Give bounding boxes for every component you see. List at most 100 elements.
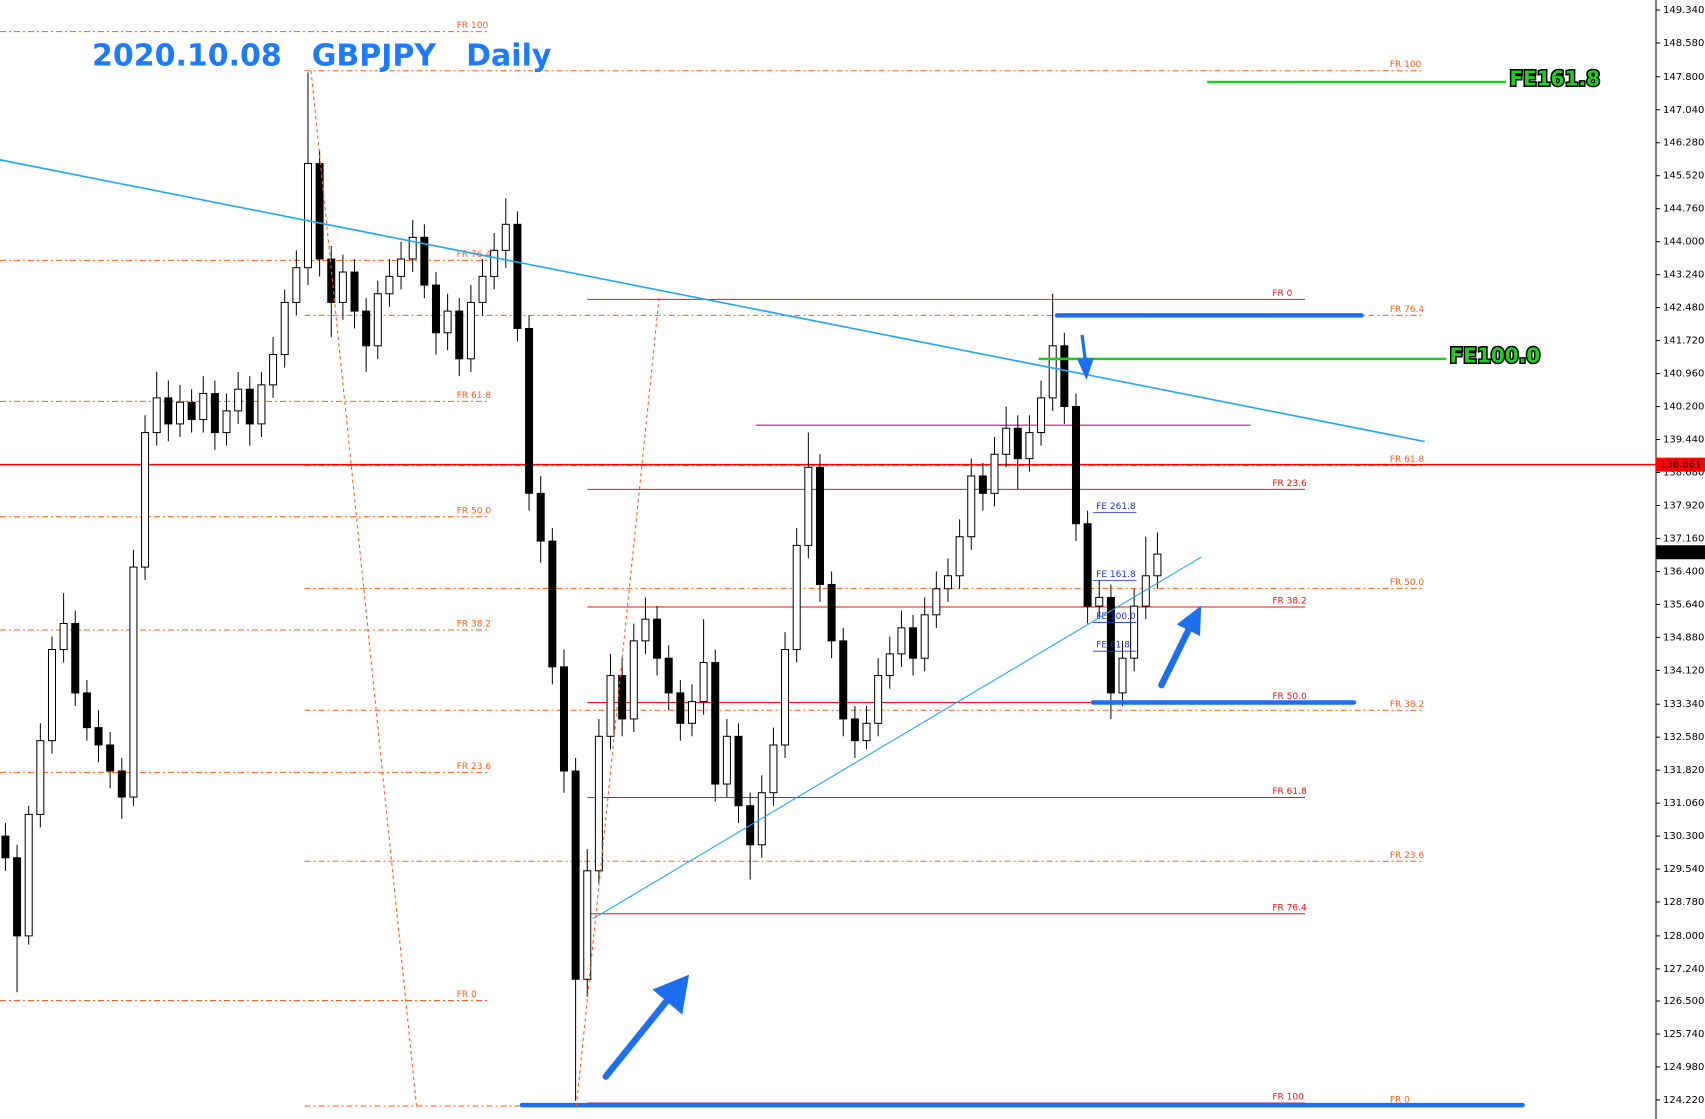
candle-body <box>245 388 254 425</box>
candle-body <box>525 327 534 494</box>
candle-body <box>490 249 499 277</box>
candle-body <box>1002 427 1011 455</box>
candle-body <box>1013 427 1022 460</box>
y-tick-label: 128.000 <box>1663 931 1704 942</box>
candle-body <box>699 662 708 703</box>
y-tick-label: 145.520 <box>1663 171 1704 182</box>
candle-body <box>664 657 673 694</box>
candle-body <box>303 163 312 269</box>
candle-body <box>94 727 103 746</box>
candle-body <box>397 258 406 277</box>
candle-body <box>1037 397 1046 434</box>
candle-body <box>443 310 452 334</box>
candle-body <box>920 614 929 659</box>
candle-body <box>874 675 883 724</box>
candle-body <box>175 401 184 425</box>
y-tick-label: 136.400 <box>1663 566 1704 577</box>
y-tick-label: 147.800 <box>1663 72 1704 83</box>
fib-label: FR 0 <box>1390 1095 1410 1105</box>
current-price-box <box>1656 545 1705 560</box>
candle-body <box>1025 432 1034 460</box>
fib-label: FR 38.2 <box>1390 700 1424 710</box>
y-tick-label: 134.120 <box>1663 665 1704 676</box>
candle-body <box>769 744 778 794</box>
candle-body <box>350 271 359 312</box>
candle-body <box>164 397 173 425</box>
candle-body <box>373 293 382 347</box>
trendline <box>0 159 1425 443</box>
candle-body <box>583 870 592 980</box>
candle-body <box>1141 575 1150 607</box>
candle-body <box>734 735 743 807</box>
fib-label: FR 50.0 <box>1272 692 1307 702</box>
candle-body <box>501 223 510 251</box>
y-tick-label: 147.040 <box>1663 105 1704 116</box>
candle-body <box>455 310 464 360</box>
fib-label: FR 76.4 <box>1390 305 1425 315</box>
candle-body <box>187 401 196 421</box>
candle-body <box>687 701 696 724</box>
candle-body <box>815 466 824 585</box>
candle-body <box>629 640 638 720</box>
candle-body <box>199 393 208 421</box>
drawings <box>0 70 1425 1107</box>
y-tick-label: 135.640 <box>1663 599 1704 610</box>
y-tick-label: 142.480 <box>1663 303 1704 314</box>
candle-body <box>82 692 91 729</box>
fib-label: FR 0 <box>1272 289 1292 299</box>
candle-body <box>1095 596 1104 607</box>
fib-label: FR 76.4 <box>1272 903 1307 913</box>
candle-body <box>862 722 871 742</box>
candle-body <box>781 649 790 746</box>
candle-body <box>955 536 964 577</box>
y-tick-label: 124.220 <box>1663 1095 1704 1106</box>
y-tick-label: 137.160 <box>1663 533 1704 544</box>
fe-label: FE 61.8 <box>1096 641 1130 651</box>
y-tick-label: 124.980 <box>1663 1062 1704 1073</box>
candle-body <box>1130 605 1139 659</box>
y-tick-label: 143.240 <box>1663 270 1704 281</box>
fib-label: FR 61.8 <box>457 391 492 401</box>
candle-body <box>36 740 45 815</box>
y-tick-label: 139.440 <box>1663 435 1704 446</box>
candle-body <box>117 770 126 798</box>
candle-body <box>1106 596 1115 694</box>
candle-body <box>653 618 662 659</box>
candle-body <box>1153 553 1162 577</box>
candle-body <box>292 267 301 303</box>
candle-body <box>1060 345 1069 408</box>
fe-label: FE 161.8 <box>1096 570 1136 580</box>
candle-body <box>804 466 813 546</box>
y-tick-label: 140.960 <box>1663 369 1704 380</box>
y-tick-label: 132.580 <box>1663 732 1704 743</box>
candle-body <box>885 653 894 677</box>
candle-body <box>897 627 906 655</box>
y-tick-label: 146.280 <box>1663 138 1704 149</box>
candle-body <box>129 566 138 798</box>
y-tick-label: 149.340 <box>1663 5 1704 16</box>
y-tick-label: 125.740 <box>1663 1029 1704 1040</box>
candle-body <box>210 393 219 434</box>
y-tick-label: 127.240 <box>1663 964 1704 975</box>
y-tick-label: 130.300 <box>1663 831 1704 842</box>
candle-body <box>548 540 557 668</box>
candle-body <box>641 618 650 642</box>
candle-body <box>269 353 278 386</box>
candle-body <box>71 622 80 694</box>
candle-body <box>711 662 720 785</box>
candle-body <box>559 666 568 772</box>
candle-body <box>280 301 289 355</box>
candle-body <box>1 835 10 859</box>
candle-body <box>257 384 266 425</box>
candle-body <box>536 492 545 542</box>
fe-label: FE 261.8 <box>1096 502 1136 512</box>
candle-body <box>978 475 987 494</box>
fe-label: FE 100.0 <box>1096 612 1136 622</box>
candle-body <box>827 583 836 642</box>
candle-body <box>234 388 243 412</box>
arrow <box>602 974 690 1080</box>
candle-body <box>13 857 22 937</box>
fe-target-label: FE100.0 <box>1450 343 1541 367</box>
y-tick-label: 131.060 <box>1663 798 1704 809</box>
fib-label: FR 100 <box>1272 1092 1304 1102</box>
